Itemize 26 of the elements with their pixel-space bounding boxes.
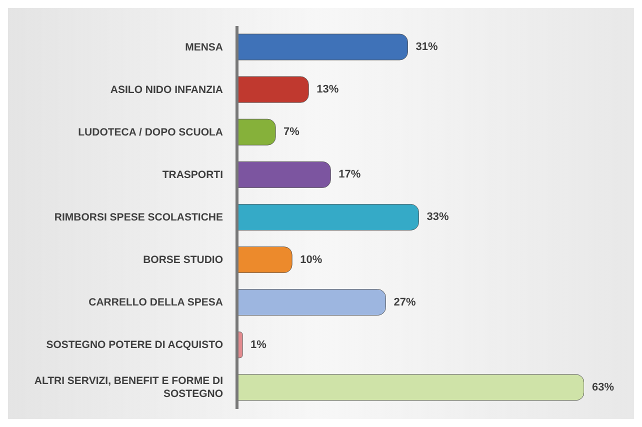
y-tick-label: CARRELLO DELLA SPESA [88, 296, 224, 309]
bar [237, 34, 408, 60]
y-tick-label: RIMBORSI SPESE SCOLASTICHE [54, 212, 223, 224]
y-tick-label: SOSTEGNO POTERE DI ACQUISTO [46, 339, 223, 352]
bar [237, 289, 386, 316]
bar [237, 118, 276, 146]
bar [237, 76, 309, 103]
y-tick-label: TRASPORTI [162, 168, 224, 181]
bar [237, 161, 331, 188]
y-tick-label: MENSA [185, 41, 224, 54]
y-tick-label: ALTRI SERVIZI, BENEFIT E FORME DI SOSTEGNO [34, 375, 224, 400]
data-label: 10% [300, 254, 322, 266]
y-tick-label: LUDOTECA / DOPO SCUOLA [78, 126, 224, 138]
data-label: 1% [250, 338, 267, 351]
y-tick-label: BORSE STUDIO [143, 254, 223, 266]
data-label: 33% [426, 211, 449, 224]
data-label: 7% [284, 126, 300, 138]
data-label: 17% [338, 168, 361, 181]
y-tick-label: ASILO NIDO INFANZIA [110, 84, 224, 96]
data-label: 31% [416, 41, 438, 53]
data-label: 63% [592, 381, 614, 394]
bar [237, 204, 420, 230]
bar [237, 374, 584, 401]
data-label: 13% [316, 84, 339, 96]
data-label: 27% [394, 296, 416, 308]
bar [237, 246, 292, 274]
